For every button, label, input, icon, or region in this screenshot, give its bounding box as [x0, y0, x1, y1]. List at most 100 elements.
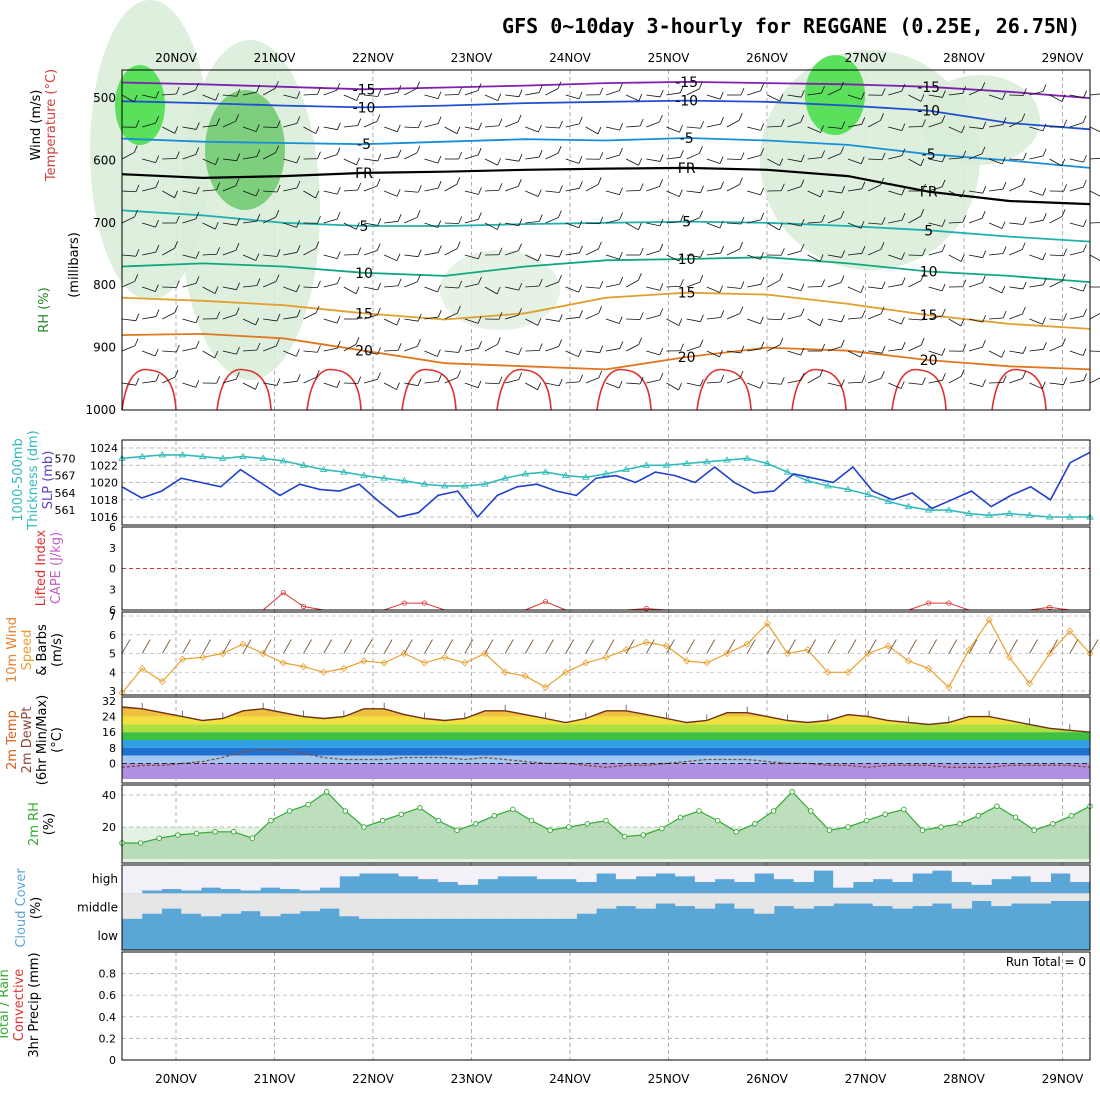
wind-barb [646, 250, 660, 256]
cloud-high-cell [418, 865, 439, 880]
cloud-high-cell [260, 865, 281, 888]
wind-barb-flag [639, 247, 644, 256]
wind-barb-flag [296, 116, 301, 124]
wind-barb-flag [941, 219, 946, 227]
rh2m-label: 2m RH [27, 802, 42, 846]
wind-speed-point [521, 672, 529, 680]
wind-barb [767, 125, 782, 128]
wind-barb-flag [416, 274, 421, 282]
panel-frame-temp [121, 696, 1091, 784]
wind-barb-flag [700, 121, 704, 129]
wind-barb [505, 158, 520, 162]
thickness-point [501, 474, 509, 481]
wind-barb [263, 382, 278, 386]
run-total: Run Total = 0 [1006, 955, 1086, 969]
wind-barb [162, 247, 175, 256]
wind-barb-flag [256, 342, 261, 351]
rh-point [249, 835, 256, 841]
wind-barb [646, 222, 661, 227]
wind-barb-flag [1063, 184, 1068, 192]
cloud-high-cell [240, 865, 261, 891]
wind-barb-flag [456, 305, 461, 314]
wind-barb-flag [659, 218, 664, 227]
warm-contour [121, 368, 177, 411]
wind-barb [948, 318, 962, 327]
wind-barb [928, 286, 943, 292]
thickness-point [178, 451, 187, 458]
wind-barb-flag [740, 152, 745, 160]
wind-barb-flag [477, 83, 482, 91]
wind-barb [142, 286, 156, 292]
wind-barb-flag [174, 126, 179, 134]
cloud-middle-cell [754, 893, 775, 914]
wind-barb-flag [821, 85, 825, 94]
wind-barb [747, 283, 761, 288]
wind-barb [646, 94, 661, 98]
y-tick-upper: 600 [93, 153, 116, 167]
cloud-high-cell [576, 865, 597, 882]
wind-barb-flag [518, 282, 523, 291]
cloud-high-cell [141, 865, 163, 891]
rh-point [510, 806, 516, 813]
y-tick-li: 0 [109, 563, 116, 576]
wind-barb [706, 381, 721, 384]
wind-barb-flag [296, 91, 301, 99]
wind-barb-flag [458, 151, 463, 160]
panel-frame-rh [121, 784, 1091, 864]
y-tick-precip: 0.8 [99, 968, 117, 981]
wind-barb-flag [739, 241, 744, 250]
wind-barb [424, 316, 439, 320]
thickness-point [723, 456, 731, 463]
y-tick-slp: 1022 [90, 459, 118, 472]
wind-barb-flag [1002, 92, 1006, 100]
cloud-high-cell [556, 865, 577, 880]
wind-barb [1069, 186, 1084, 192]
wind-barb-flag [860, 221, 865, 229]
rh-point [677, 814, 684, 821]
wind-barb-flag [417, 120, 422, 128]
wind-barb [424, 187, 439, 192]
cloud-middle-cell [438, 893, 459, 919]
wind-barb-flag [317, 216, 321, 224]
wind-barb-flag [134, 209, 138, 218]
wind-barb [222, 94, 237, 97]
wind-barb-flag [760, 148, 765, 156]
wind-barb-flag [538, 343, 543, 351]
wind-barb [1049, 382, 1064, 386]
surface-wind-barb [464, 639, 474, 654]
wind-barb [968, 126, 983, 130]
wind-barb [585, 184, 599, 192]
thickness-point [904, 502, 913, 510]
warm-contour [496, 368, 552, 411]
wind-barb-flag [377, 153, 382, 162]
wind-barb-flag [800, 179, 805, 187]
wind-barb-flag [315, 305, 320, 314]
wind-barb [424, 381, 439, 384]
wind-barb [545, 126, 560, 129]
wind-barb-flag [598, 306, 602, 314]
wind-barb-flag [518, 372, 523, 380]
wind-barb [142, 251, 156, 256]
thickness-point [803, 476, 812, 484]
wind-barb-flag [1001, 350, 1006, 358]
isotherm-label: 15 [920, 308, 938, 324]
date-tick-bottom: 24NOV [549, 1072, 591, 1086]
y-tick-slp: 1020 [90, 477, 118, 490]
wind-barb-flag [860, 349, 864, 358]
wind-barb [706, 286, 720, 293]
wind-barb [182, 347, 197, 352]
cloud-middle-cell [971, 893, 992, 901]
wind-barb-flag [155, 309, 160, 317]
wind-barb [686, 126, 701, 129]
thickness-point [319, 465, 328, 473]
wind-barb-flag [558, 210, 562, 218]
wind-barb [726, 119, 740, 128]
cloud-middle-cell [793, 893, 814, 909]
wind-barb-flag [800, 243, 805, 252]
cloud-middle-cell [378, 893, 400, 919]
cloud-high-cell [122, 865, 143, 894]
wind-barb [948, 92, 963, 96]
upper-label: Wind (m/s) [29, 90, 44, 161]
wind-barb [888, 318, 902, 325]
wind-barb [323, 382, 338, 388]
